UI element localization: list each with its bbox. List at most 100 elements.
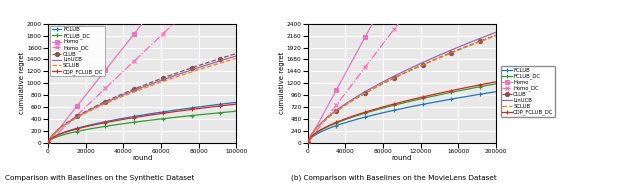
FCLUB [358, 117, 366, 119]
Line: FCLUB_DC: FCLUB_DC [46, 109, 238, 145]
Y-axis label: cumulative regret: cumulative regret [19, 52, 26, 114]
Homo_DC [44, 142, 52, 144]
SCLUB [336, 108, 344, 110]
Line: SCLUB: SCLUB [308, 36, 496, 143]
Homo [92, 81, 100, 83]
CLUB [304, 142, 312, 144]
SCLUB [492, 35, 500, 37]
Homo_DC [105, 84, 113, 86]
FCLUB_DC [352, 115, 360, 117]
CDP_FCLUB_DC [422, 95, 429, 97]
SCLUB [368, 89, 376, 91]
Y-axis label: cumulative regret: cumulative regret [279, 52, 285, 114]
LinUCB [492, 31, 500, 33]
CLUB [352, 98, 360, 100]
CLUB [358, 94, 366, 96]
LinUCB [365, 89, 372, 91]
LinUCB [358, 92, 366, 95]
Homo_DC [99, 90, 106, 92]
LinUCB [92, 106, 100, 108]
FCLUB [365, 115, 372, 117]
LinUCB [162, 78, 170, 80]
Line: CLUB: CLUB [46, 51, 238, 145]
Homo [44, 142, 52, 144]
Line: CDP_FCLUB_DC: CDP_FCLUB_DC [306, 80, 498, 145]
LinUCB [108, 99, 116, 101]
SCLUB [92, 107, 100, 109]
FCLUB_DC [108, 124, 116, 126]
Line: Homo_DC: Homo_DC [46, 0, 238, 145]
LinUCB [352, 96, 360, 98]
Line: Homo_DC: Homo_DC [306, 0, 498, 145]
CLUB [162, 76, 170, 78]
CDP_FCLUB_DC [365, 110, 372, 112]
Legend: FCLUB, FCLUB_DC, Homo, Homo_DC, CLUB, LinUCB, SCLUB, CDP_FCLUB_DC: FCLUB, FCLUB_DC, Homo, Homo_DC, CLUB, Li… [51, 25, 105, 76]
FCLUB [336, 123, 344, 126]
Homo_DC [365, 62, 372, 64]
SCLUB [304, 142, 312, 144]
LinUCB [336, 107, 344, 109]
FCLUB_DC [44, 142, 52, 144]
CLUB [336, 108, 344, 110]
CLUB [422, 62, 429, 64]
Homo_DC [108, 81, 116, 83]
CDP_FCLUB_DC [352, 114, 360, 116]
FCLUB_DC [76, 130, 84, 132]
FCLUB [162, 110, 170, 113]
SCLUB [44, 142, 52, 144]
Homo_DC [92, 96, 100, 98]
Homo_DC [352, 79, 360, 81]
Homo_DC [304, 142, 312, 144]
CDP_FCLUB_DC [44, 142, 52, 144]
Line: FCLUB: FCLUB [306, 90, 498, 145]
CLUB [368, 88, 376, 91]
LinUCB [232, 55, 240, 57]
SCLUB [422, 63, 429, 65]
CDP_FCLUB_DC [368, 109, 376, 111]
CLUB [492, 34, 500, 36]
LinUCB [76, 114, 84, 116]
CDP_FCLUB_DC [92, 124, 100, 126]
Homo [352, 53, 360, 56]
CDP_FCLUB_DC [108, 120, 116, 122]
Homo [108, 61, 116, 63]
Homo [105, 65, 113, 67]
SCLUB [108, 100, 116, 102]
Text: (b) Comparison with Baselines on the MovieLens Dataset: (b) Comparison with Baselines on the Mov… [291, 175, 497, 181]
CDP_FCLUB_DC [76, 127, 84, 129]
FCLUB [368, 114, 376, 117]
FCLUB [304, 142, 312, 144]
Line: FCLUB_DC: FCLUB_DC [306, 82, 498, 145]
Line: CDP_FCLUB_DC: CDP_FCLUB_DC [46, 102, 238, 145]
FCLUB [92, 123, 100, 125]
Line: LinUCB: LinUCB [48, 56, 236, 143]
FCLUB_DC [92, 127, 100, 129]
FCLUB_DC [358, 113, 366, 115]
CDP_FCLUB_DC [492, 81, 500, 83]
Homo [368, 24, 376, 26]
SCLUB [232, 57, 240, 59]
Line: SCLUB: SCLUB [48, 58, 236, 143]
CLUB [232, 52, 240, 55]
FCLUB [352, 119, 360, 121]
SCLUB [76, 115, 84, 117]
CDP_FCLUB_DC [105, 121, 113, 123]
CDP_FCLUB_DC [336, 120, 344, 122]
FCLUB_DC [422, 97, 429, 99]
FCLUB [44, 142, 52, 144]
Homo [358, 42, 366, 44]
FCLUB_DC [162, 117, 170, 119]
CLUB [92, 105, 100, 107]
FCLUB_DC [105, 125, 113, 127]
SCLUB [352, 98, 360, 100]
CLUB [44, 142, 52, 144]
FCLUB_DC [304, 142, 312, 144]
LinUCB [304, 142, 312, 144]
FCLUB_DC [232, 110, 240, 112]
FCLUB [108, 119, 116, 122]
LinUCB [368, 87, 376, 89]
FCLUB_DC [336, 121, 344, 123]
Line: LinUCB: LinUCB [308, 32, 496, 143]
Line: CLUB: CLUB [306, 33, 498, 145]
Legend: FCLUB, FCLUB_DC, Homo, Homo_DC, CLUB, LinUCB, SCLUB, CDP_FCLUB_DC: FCLUB, FCLUB_DC, Homo, Homo_DC, CLUB, Li… [500, 66, 555, 117]
